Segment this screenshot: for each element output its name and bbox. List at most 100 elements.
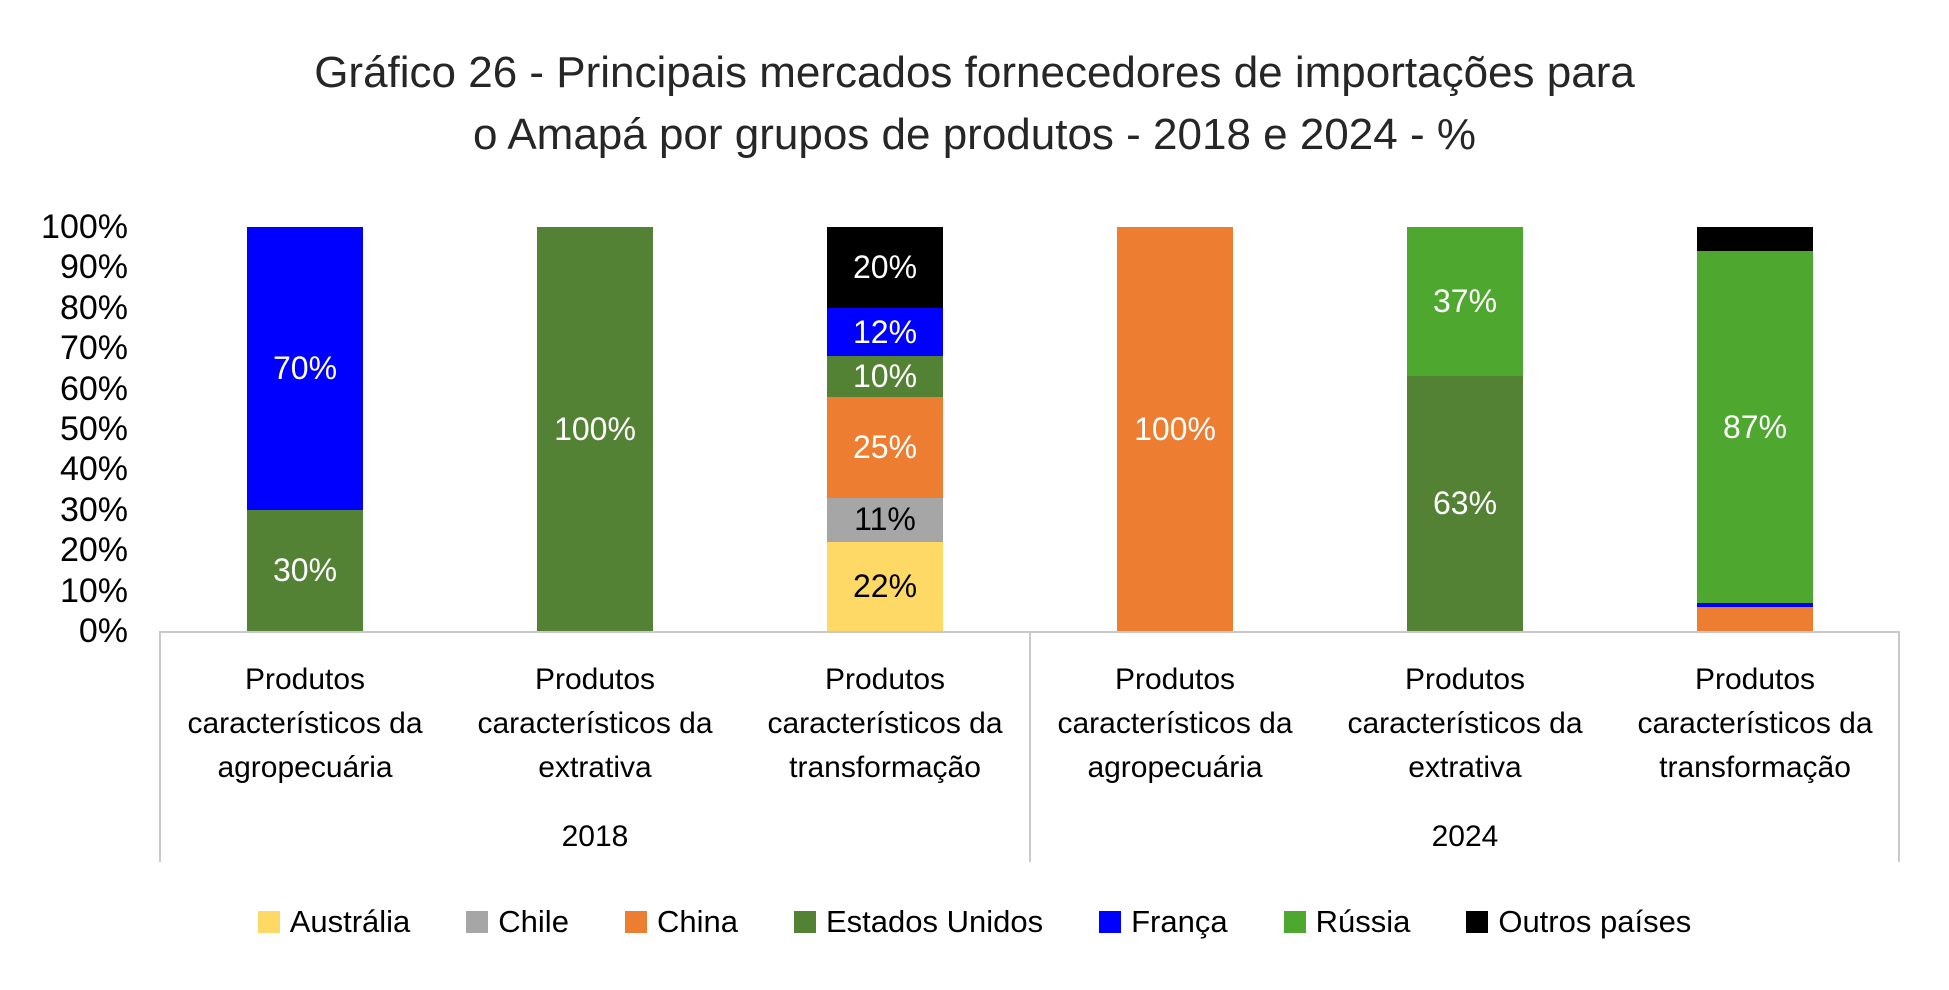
y-tick-label: 40% — [59, 450, 128, 489]
y-tick-label: 90% — [59, 248, 128, 287]
legend-label: China — [656, 904, 738, 939]
category-label-line: Produtos — [1694, 663, 1816, 696]
legend-swatch-australia — [257, 911, 280, 933]
plot-area: 30% 70% 100% 22% 11% 25% 10% 12% 20% 100% 63% 37% 87… — [160, 227, 1900, 631]
category-label-line: agropecuária — [217, 751, 393, 784]
stacked-bar: 63% 37% — [1407, 227, 1523, 631]
bar-segment-franca: 70% — [247, 227, 363, 510]
bar-slot: 22% 11% 25% 10% 12% 20% — [740, 227, 1030, 631]
y-tick-label: 100% — [41, 208, 128, 246]
legend-label: Chile — [498, 904, 569, 939]
bar-segment-estados-unidos: 100% — [537, 227, 653, 631]
bar-segment-value-label: 22% — [852, 568, 918, 605]
bar-segment-value-label: 10% — [852, 357, 918, 394]
legend: Austrália Chile China Estados Unidos França R… — [0, 904, 1949, 940]
category-label: Produtos característicos da agropecuária — [1030, 658, 1320, 790]
bar-segment-china: 100% — [1117, 227, 1233, 631]
stacked-bar: 100% — [537, 227, 653, 631]
legend-item-russia: Rússia — [1283, 904, 1410, 940]
category-label-line: característicos da — [187, 707, 423, 740]
category-label-line: transformação — [789, 751, 981, 784]
category-label-line: Produtos — [534, 663, 656, 696]
bar-segment-estados-unidos: 30% — [247, 509, 363, 631]
category-label: Produtos característicos da transformação — [740, 658, 1030, 790]
category-label: Produtos característicos da transformação — [1610, 658, 1900, 790]
category-label-line: Produtos — [1404, 663, 1526, 696]
category-label: Produtos característicos da extrativa — [1320, 658, 1610, 790]
legend-label: Estados Unidos — [825, 904, 1044, 939]
chart-title: Gráfico 26 - Principais mercados fornece… — [0, 42, 1949, 166]
stacked-bar: 30% 70% — [247, 227, 363, 631]
bar-segment-value-label: 30% — [272, 551, 338, 588]
y-tick-label: 30% — [59, 490, 128, 529]
legend-label: Outros países — [1498, 904, 1692, 939]
year-label: 2024 — [1431, 820, 1499, 853]
stacked-bar: 87% — [1697, 227, 1813, 631]
y-tick-label: 70% — [59, 329, 128, 368]
legend-swatch-franca — [1099, 911, 1122, 933]
category-label-line: Produtos — [824, 663, 946, 696]
bar-segment-value-label: 25% — [852, 428, 918, 465]
bar-segment-value-label: 12% — [852, 313, 918, 350]
category-label-line: característicos da — [1347, 707, 1583, 740]
legend-swatch-russia — [1283, 911, 1306, 933]
y-tick-label: 20% — [59, 531, 128, 570]
bar-segment-russia: 37% — [1407, 227, 1523, 377]
bar-segment-value-label: 100% — [1134, 410, 1216, 447]
category-label-line: extrativa — [1408, 751, 1522, 784]
year-label: 2018 — [561, 820, 629, 853]
bar-slot: 87% — [1610, 227, 1900, 631]
category-label-line: Produtos — [244, 663, 366, 696]
legend-item-australia: Austrália — [257, 904, 411, 940]
bar-segment-china — [1697, 606, 1813, 631]
bar-segment-china: 25% — [827, 396, 943, 498]
y-tick-label: 60% — [59, 369, 128, 408]
legend-item-chile: Chile — [466, 904, 569, 940]
legend-item-franca: França — [1099, 904, 1228, 940]
bar-segment-franca: 12% — [827, 307, 943, 357]
category-label: Produtos característicos da extrativa — [450, 658, 740, 790]
legend-label: Austrália — [289, 904, 411, 939]
legend-swatch-chile — [466, 911, 489, 933]
axis-group-divider-right — [1898, 631, 1900, 862]
legend-swatch-outros-paises — [1466, 911, 1489, 933]
bar-segment-outros-paises: 20% — [827, 227, 943, 308]
y-tick-label: 0% — [78, 612, 128, 650]
category-label-line: característicos da — [1637, 707, 1873, 740]
bar-segment-value-label: 37% — [1432, 283, 1498, 320]
bar-slot: 63% 37% — [1320, 227, 1610, 631]
legend-item-estados-unidos: Estados Unidos — [793, 904, 1044, 940]
stacked-bar: 22% 11% 25% 10% 12% 20% — [827, 227, 943, 631]
category-label-line: agropecuária — [1087, 751, 1263, 784]
chart-title-line-1: Gráfico 26 - Principais mercados fornece… — [314, 48, 1635, 97]
bar-segment-value-label: 63% — [1432, 485, 1498, 522]
bar-segment-value-label: 11% — [854, 501, 916, 538]
axis-group-divider-middle — [1029, 631, 1031, 862]
category-label-line: característicos da — [767, 707, 1003, 740]
bar-segment-value-label: 70% — [272, 349, 338, 386]
bar-segment-franca — [1697, 602, 1813, 607]
category-label: Produtos característicos da agropecuária — [160, 658, 450, 790]
bar-slot: 30% 70% — [160, 227, 450, 631]
category-label-line: transformação — [1659, 751, 1851, 784]
category-label-line: característicos da — [477, 707, 713, 740]
category-label-line: extrativa — [538, 751, 652, 784]
legend-swatch-estados-unidos — [793, 911, 816, 933]
y-tick-label: 80% — [59, 288, 128, 327]
bar-segment-australia: 22% — [827, 542, 943, 631]
category-label-line: Produtos — [1114, 663, 1236, 696]
bar-segment-estados-unidos: 10% — [827, 356, 943, 397]
y-tick-label: 50% — [59, 410, 128, 448]
category-labels-row: Produtos característicos da agropecuária Pr… — [160, 658, 1900, 790]
bar-segment-russia: 87% — [1697, 251, 1813, 603]
chart-title-line-2: o Amapá por grupos de produtos - 2018 e … — [473, 110, 1476, 159]
legend-item-china: China — [624, 904, 738, 940]
y-tick-label: 10% — [59, 571, 128, 610]
bar-segment-outros-paises — [1697, 227, 1813, 252]
bar-segment-value-label: 100% — [554, 410, 636, 447]
year-labels-row: 2018 2024 — [160, 820, 1900, 854]
axis-group-divider-left — [159, 631, 161, 862]
bar-segment-value-label: 87% — [1722, 408, 1788, 445]
legend-label: França — [1131, 904, 1228, 939]
legend-item-outros-paises: Outros países — [1466, 904, 1691, 940]
